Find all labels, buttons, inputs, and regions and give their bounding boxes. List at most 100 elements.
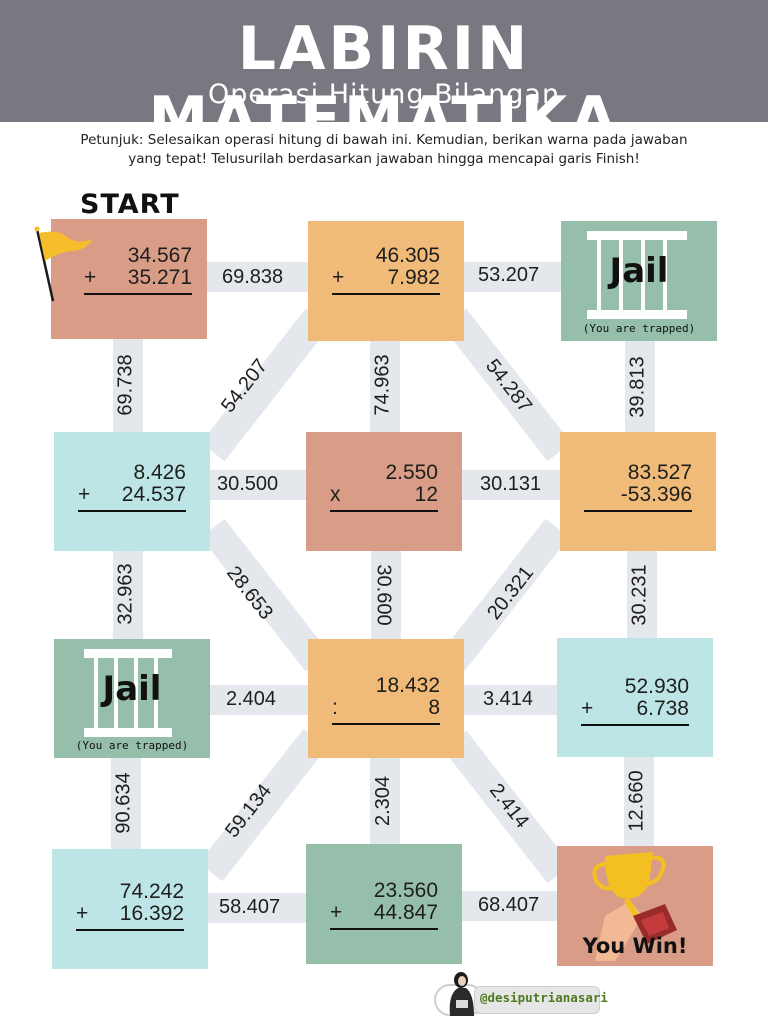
path-label: 30.600 (372, 564, 395, 626)
path-label: 90.634 (112, 772, 135, 834)
operand-bottom: 12 (414, 483, 438, 506)
path-label: 53.207 (478, 264, 540, 286)
operand-top: 74.242 (119, 880, 184, 903)
operator: + (84, 266, 97, 289)
path-label: 69.738 (114, 354, 137, 416)
answer-line (581, 724, 689, 726)
answer-line (76, 929, 184, 931)
operand-bottom: 44.847 (373, 901, 438, 924)
jail-title: Jail (102, 669, 162, 709)
problem: 8.426 +24.537 (54, 462, 210, 512)
answer-line (332, 723, 440, 725)
path-v-c2-r1r2[interactable] (370, 340, 400, 434)
path-label: 32.963 (114, 563, 137, 625)
problem: 18.432 : 8 (308, 675, 464, 725)
operand-bottom: 53.396 (627, 483, 692, 506)
path-label: 69.838 (222, 266, 284, 288)
operand-top: 2.550 (385, 461, 438, 484)
operand-bottom: 7.982 (387, 266, 440, 289)
path-label: 2.404 (226, 688, 277, 710)
path-h-r4-c1c2[interactable] (206, 893, 308, 923)
maze-cell[interactable]: 83.527 -53.396 (560, 432, 716, 551)
instructions: Petunjuk: Selesaikan operasi hitung di b… (20, 131, 748, 169)
operator: + (78, 483, 91, 506)
operator: + (332, 266, 345, 289)
answer-line (78, 510, 186, 512)
operand-top: 46.305 (375, 244, 440, 267)
path-label: 2.304 (372, 775, 395, 827)
instructions-line-1: Petunjuk: Selesaikan operasi hitung di b… (80, 132, 688, 148)
path-h-r3-c2c3[interactable] (462, 685, 558, 715)
operand-top: 83.527 (627, 461, 692, 484)
operand-bottom: 35.271 (127, 266, 192, 289)
maze-cell-finish[interactable]: You Win! (557, 846, 713, 966)
page-title: LABIRIN MATEMATIKA (148, 14, 620, 154)
maze-cell[interactable]: 52.930 +6.738 (557, 638, 713, 757)
path-label: 30.500 (217, 473, 279, 495)
answer-line (84, 293, 192, 295)
path-h-r2-c2c3[interactable] (460, 470, 562, 500)
answer-line (330, 510, 438, 512)
path-h-r4-c2c3[interactable] (460, 891, 560, 921)
path-label: 39.813 (626, 356, 649, 418)
path-v-c3-r1r2[interactable] (625, 340, 655, 434)
win-title: You Win! (582, 934, 688, 958)
operand-top: 8.426 (133, 461, 186, 484)
path-v-c2-r3r4[interactable] (370, 757, 400, 847)
operand-bottom: 24.537 (121, 483, 186, 506)
problem: 23.560 +44.847 (306, 880, 462, 930)
operator: - (620, 483, 628, 506)
avatar (449, 972, 474, 1016)
path-label: 30.131 (480, 473, 542, 495)
operator: + (581, 697, 594, 720)
path-h-r1-c1c2[interactable] (205, 262, 310, 292)
problem: 2.550 x 12 (306, 462, 462, 512)
start-label: START (80, 189, 180, 220)
author-credit: @desiputrianasari (430, 968, 608, 1018)
problem: 52.930 +6.738 (557, 676, 713, 726)
problem: 46.305 +7.982 (308, 245, 464, 295)
operand-top: 23.560 (373, 879, 438, 902)
author-handle: @desiputrianasari (480, 990, 608, 1005)
flag-icon (34, 226, 93, 302)
trophy-icon (592, 852, 677, 961)
path-label: 12.660 (625, 770, 648, 832)
page-subtitle: Operasi Hitung Bilangan (207, 79, 561, 110)
path-label: 3.414 (483, 688, 534, 710)
maze-cell[interactable]: 46.305 +7.982 (308, 221, 464, 341)
instructions-line-2: yang tepat! Telusurilah berdasarkan jawa… (128, 151, 640, 167)
problem: 74.242 +16.392 (52, 881, 208, 931)
path-v-c2-r2r3[interactable] (371, 550, 401, 640)
maze-cell-jail[interactable]: Jail (You are trapped) (561, 221, 717, 341)
credit-badge (474, 986, 600, 1014)
path-v-c1-r3r4[interactable] (111, 757, 141, 851)
jail-caption: (You are trapped) (582, 322, 696, 335)
path-v-c3-r3r4[interactable] (624, 756, 654, 848)
path-v-c1-r1r2[interactable] (113, 337, 143, 434)
path-h-r3-c1c2[interactable] (208, 685, 310, 715)
path-label: 68.407 (478, 894, 540, 916)
operand-top: 34.567 (127, 244, 192, 267)
path-h-r1-c2c3[interactable] (462, 262, 562, 292)
problem: 34.567 +35.271 (51, 245, 207, 295)
path-v-c1-r2r3[interactable] (113, 550, 143, 640)
maze-cell[interactable]: 23.560 +44.847 (306, 844, 462, 964)
problem: 83.527 -53.396 (560, 462, 716, 512)
maze-cell[interactable]: 18.432 : 8 (308, 639, 464, 758)
operand-top: 52.930 (624, 675, 689, 698)
maze-cell-jail[interactable]: Jail (You are trapped) (54, 639, 210, 758)
maze-cell-start[interactable]: 34.567 +35.271 (34, 219, 207, 339)
maze-cell[interactable]: 74.242 +16.392 (52, 849, 208, 969)
maze-cell[interactable]: 2.550 x 12 (306, 432, 462, 551)
jail-bars-icon (84, 649, 184, 737)
answer-line (584, 510, 692, 512)
operand-bottom: 16.392 (119, 902, 184, 925)
answer-line (330, 928, 438, 930)
jail-caption: (You are trapped) (75, 739, 189, 752)
path-v-c3-r2r3[interactable] (627, 550, 657, 638)
path-label: 30.231 (628, 564, 651, 626)
path-label: 58.407 (219, 896, 281, 918)
operator: : (332, 696, 338, 719)
maze-cell[interactable]: 8.426 +24.537 (54, 432, 210, 551)
path-h-r2-c1c2[interactable] (207, 470, 307, 500)
